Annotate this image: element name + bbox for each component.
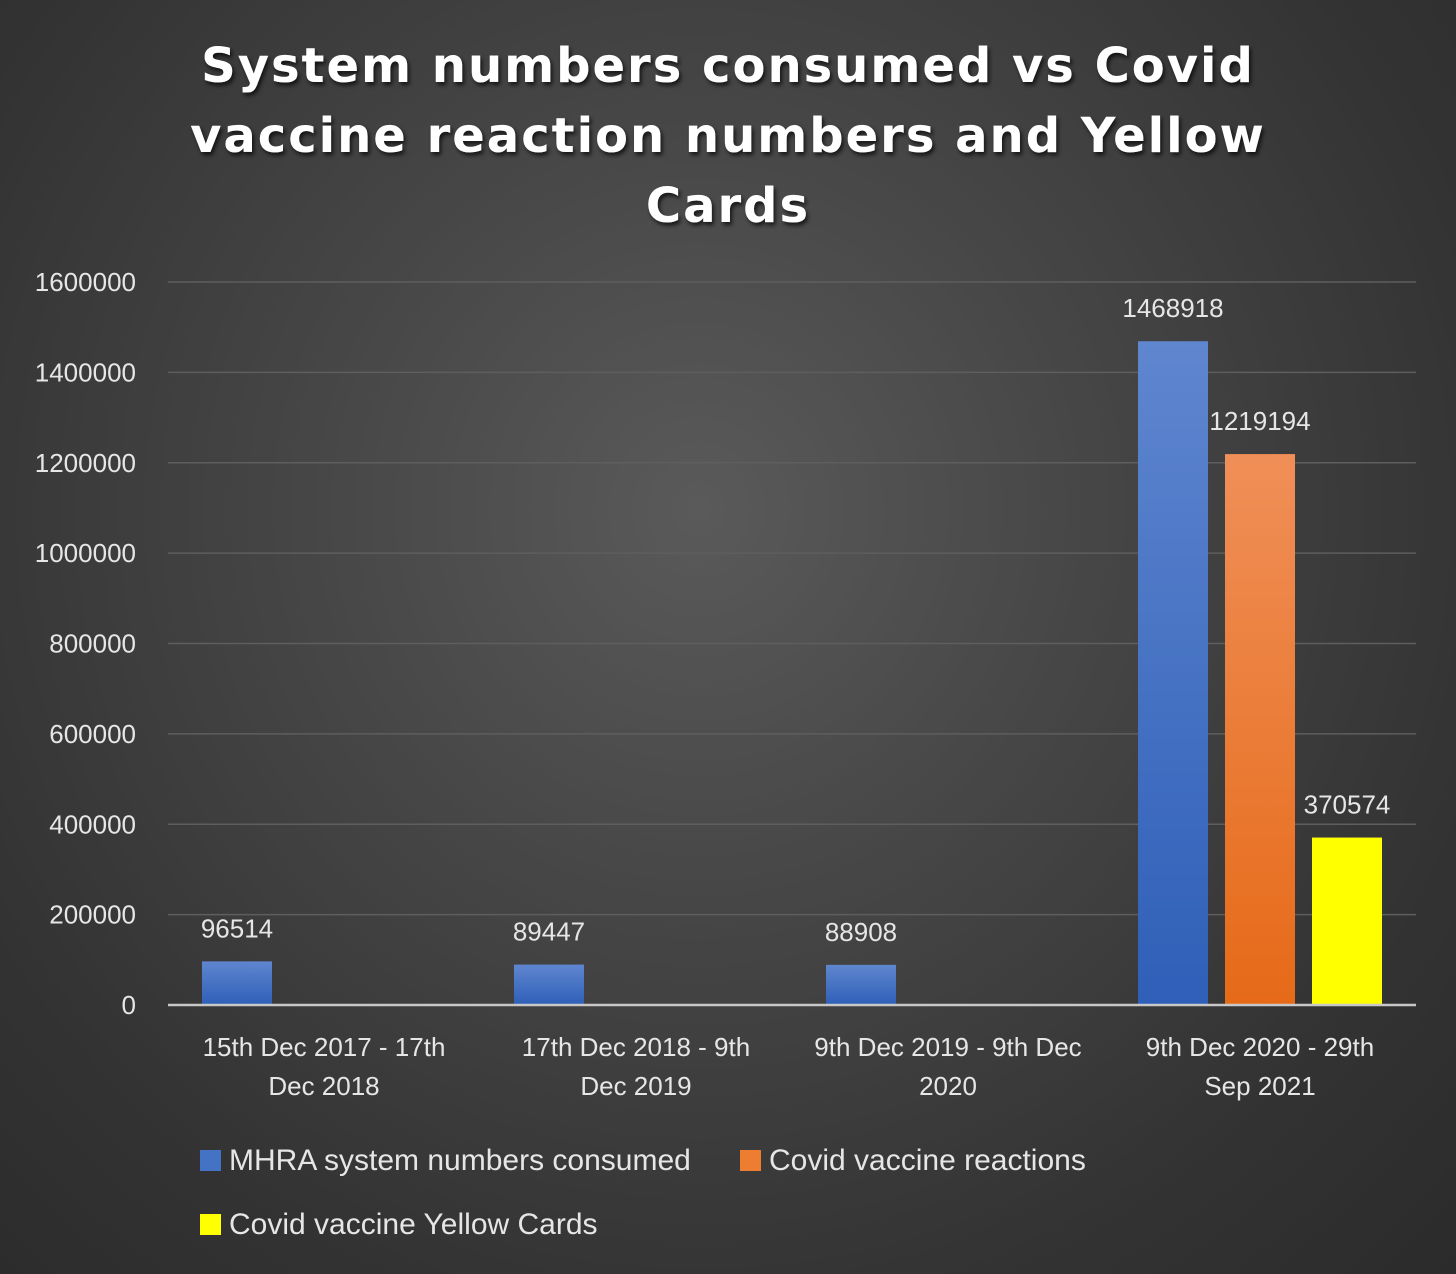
legend-swatch — [740, 1150, 761, 1171]
legend: MHRA system numbers consumed Covid vaccin… — [200, 1144, 1086, 1241]
data-label: 89447 — [513, 917, 585, 947]
bar-covid-vaccine-reactions-3 — [1225, 454, 1295, 1005]
x-category-label: Dec 2018 — [268, 1071, 379, 1101]
x-axis-categories: 15th Dec 2017 - 17th Dec 2018 17th Dec 201… — [203, 1032, 1375, 1101]
x-category-label: 15th Dec 2017 - 17th — [203, 1032, 446, 1062]
y-tick-label: 1200000 — [35, 448, 136, 478]
bar-mhra-system-numbers-consumed-0 — [202, 961, 272, 1005]
y-tick-label: 800000 — [49, 629, 136, 659]
data-label: 1219194 — [1209, 406, 1310, 436]
x-category-label: Sep 2021 — [1204, 1071, 1315, 1101]
bars — [202, 341, 1382, 1005]
chart-title-line-3: Cards — [646, 178, 810, 234]
data-labels: 96514 89447 88908 1468918 1219194 370574 — [201, 293, 1391, 947]
bar-mhra-system-numbers-consumed-2 — [826, 964, 896, 1005]
y-tick-label: 1600000 — [35, 267, 136, 297]
legend-swatch — [200, 1214, 221, 1235]
x-category-label: Dec 2019 — [580, 1071, 691, 1101]
gridlines — [168, 281, 1416, 916]
bar-mhra-system-numbers-consumed-3 — [1138, 341, 1208, 1005]
x-category-label: 9th Dec 2019 - 9th Dec — [814, 1032, 1081, 1062]
y-tick-label: 400000 — [49, 809, 136, 839]
legend-label: Covid vaccine reactions — [769, 1144, 1086, 1177]
data-label: 96514 — [201, 913, 273, 943]
legend-label: Covid vaccine Yellow Cards — [229, 1208, 598, 1241]
y-tick-label: 0 — [122, 990, 136, 1020]
y-tick-label: 1000000 — [35, 538, 136, 568]
y-tick-label: 200000 — [49, 900, 136, 930]
legend-swatch — [200, 1150, 221, 1171]
chart-title-line-1: System numbers consumed vs Covid — [201, 38, 1255, 94]
y-tick-label: 600000 — [49, 719, 136, 749]
chart-title-line-2: vaccine reaction numbers and Yellow — [190, 108, 1266, 164]
x-category-label: 2020 — [919, 1071, 977, 1101]
x-category-label: 9th Dec 2020 - 29th — [1146, 1032, 1374, 1062]
y-axis-ticks: 0 200000 400000 600000 800000 1000000 1200000 1… — [35, 267, 136, 1020]
data-label: 88908 — [825, 917, 897, 947]
y-tick-label: 1400000 — [35, 357, 136, 387]
legend-label: MHRA system numbers consumed — [229, 1144, 691, 1177]
x-category-label: 17th Dec 2018 - 9th — [522, 1032, 750, 1062]
bar-mhra-system-numbers-consumed-1 — [514, 964, 584, 1005]
data-label: 1468918 — [1122, 293, 1223, 323]
bar-covid-vaccine-yellow-cards-3 — [1312, 837, 1382, 1005]
data-label: 370574 — [1304, 790, 1391, 820]
